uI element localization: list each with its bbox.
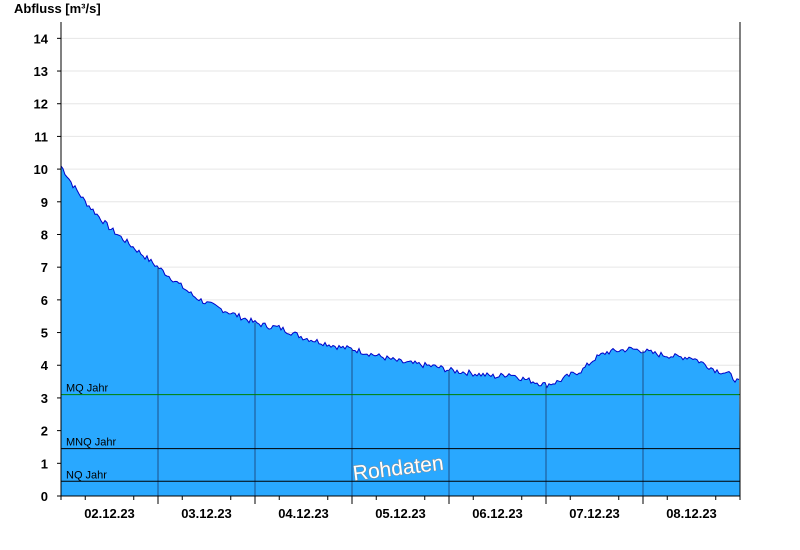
x-tick-label: 05.12.23 <box>375 506 426 521</box>
y-tick-label: 9 <box>41 195 48 210</box>
reference-lines: MQ Jahr MNQ Jahr NQ Jahr <box>61 383 740 482</box>
y-tick-label: 2 <box>41 424 48 439</box>
y-tick-label: 5 <box>41 326 48 341</box>
y-tick-label: 6 <box>41 293 48 308</box>
x-tick-label: 07.12.23 <box>569 506 620 521</box>
reference-line-label: MQ Jahr <box>66 383 109 395</box>
y-tick-label: 10 <box>34 162 48 177</box>
x-tick-label: 03.12.23 <box>181 506 232 521</box>
x-tick-label: 06.12.23 <box>472 506 523 521</box>
axes <box>60 22 741 497</box>
y-tick-label: 4 <box>41 358 49 373</box>
y-tick-label: 0 <box>41 489 48 504</box>
day-separator-lines <box>157 267 644 496</box>
y-tick-label: 12 <box>34 97 48 112</box>
y-tick-label: 11 <box>34 129 48 144</box>
x-axis-ticks: 02.12.23 03.12.23 04.12.23 05.12.23 06.12.23… <box>60 496 741 521</box>
y-tick-label: 7 <box>41 260 48 275</box>
y-tick-label: 8 <box>41 227 48 242</box>
y-tick-label: 3 <box>41 391 48 406</box>
y-tick-label: 14 <box>34 31 49 46</box>
reference-line-label: MNQ Jahr <box>66 437 116 449</box>
x-tick-label: 08.12.23 <box>666 506 717 521</box>
x-tick-label: 04.12.23 <box>278 506 329 521</box>
y-tick-label: 1 <box>41 456 48 471</box>
discharge-series-line <box>60 165 740 389</box>
y-axis-label: Abfluss [m³/s] <box>14 1 101 16</box>
y-tick-label: 13 <box>34 64 48 79</box>
reference-line-label: NQ Jahr <box>66 469 107 481</box>
x-tick-label: 02.12.23 <box>84 506 135 521</box>
discharge-area <box>61 165 740 496</box>
